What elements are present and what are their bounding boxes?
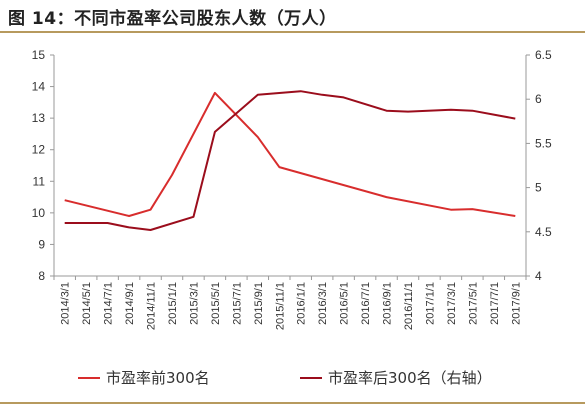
x-tick-label: 2014/5/1 — [81, 282, 93, 325]
series-layer — [64, 90, 516, 231]
x-tick-label: 2017/3/1 — [446, 282, 458, 325]
x-tick-label: 2016/1/1 — [296, 282, 308, 325]
chart-axes: 8 9 10 11 12 13 14 15 4 4.5 5 5.5 6 6.5 2014/3/1 2014/5… — [32, 48, 552, 330]
x-tick-label: 2017/1/1 — [424, 282, 436, 325]
chart-legend: 市盈率前300名 市盈率后300名（右轴） — [78, 369, 492, 387]
right-tick-label: 6 — [535, 92, 542, 106]
x-tick-label: 2014/3/1 — [60, 282, 72, 325]
right-tick-label: 4.5 — [535, 225, 552, 239]
x-tick-label: 2016/7/1 — [360, 282, 372, 325]
left-tick-label: 13 — [32, 111, 46, 125]
x-tick-label: 2015/7/1 — [231, 282, 243, 325]
right-tick-label: 5 — [535, 181, 542, 195]
series-line-1 — [64, 91, 516, 217]
left-tick-label: 15 — [32, 48, 46, 62]
right-tick-label: 6.5 — [535, 48, 552, 62]
x-tick-label: 2015/1/1 — [167, 282, 179, 325]
legend-label-2: 市盈率后300名（右轴） — [328, 369, 492, 387]
bottom-divider — [0, 402, 585, 404]
x-tick-label: 2017/9/1 — [510, 282, 522, 325]
x-tick-label: 2014/11/1 — [146, 282, 158, 330]
left-tick-label: 12 — [32, 143, 46, 157]
x-tick-label: 2015/11/1 — [274, 282, 286, 330]
right-tick-label: 5.5 — [535, 136, 552, 150]
x-tick-label: 2015/9/1 — [253, 282, 265, 325]
left-tick-label: 11 — [33, 174, 46, 188]
right-tick-label: 4 — [535, 269, 542, 283]
x-tick-label: 2016/11/1 — [403, 282, 415, 330]
series-line-2 — [64, 90, 516, 231]
x-tick-label: 2014/7/1 — [103, 282, 115, 325]
x-tick-label: 2015/3/1 — [188, 282, 200, 325]
left-tick-label: 9 — [38, 237, 45, 251]
x-tick-label: 2016/3/1 — [317, 282, 329, 325]
x-tick-label: 2016/5/1 — [339, 282, 351, 325]
top-divider — [0, 31, 585, 33]
x-tick-label: 2015/5/1 — [210, 282, 222, 325]
left-tick-label: 14 — [32, 80, 46, 94]
x-tick-label: 2016/9/1 — [382, 282, 394, 325]
chart-title: 图 14：不同市盈率公司股东人数（万人） — [8, 9, 337, 29]
legend-label-1: 市盈率前300名 — [106, 369, 210, 387]
left-tick-label: 8 — [38, 269, 45, 283]
x-tick-label: 2014/9/1 — [124, 282, 136, 325]
left-tick-label: 10 — [32, 206, 46, 220]
x-tick-label: 2017/5/1 — [467, 282, 479, 325]
x-tick-label: 2017/7/1 — [489, 282, 501, 325]
